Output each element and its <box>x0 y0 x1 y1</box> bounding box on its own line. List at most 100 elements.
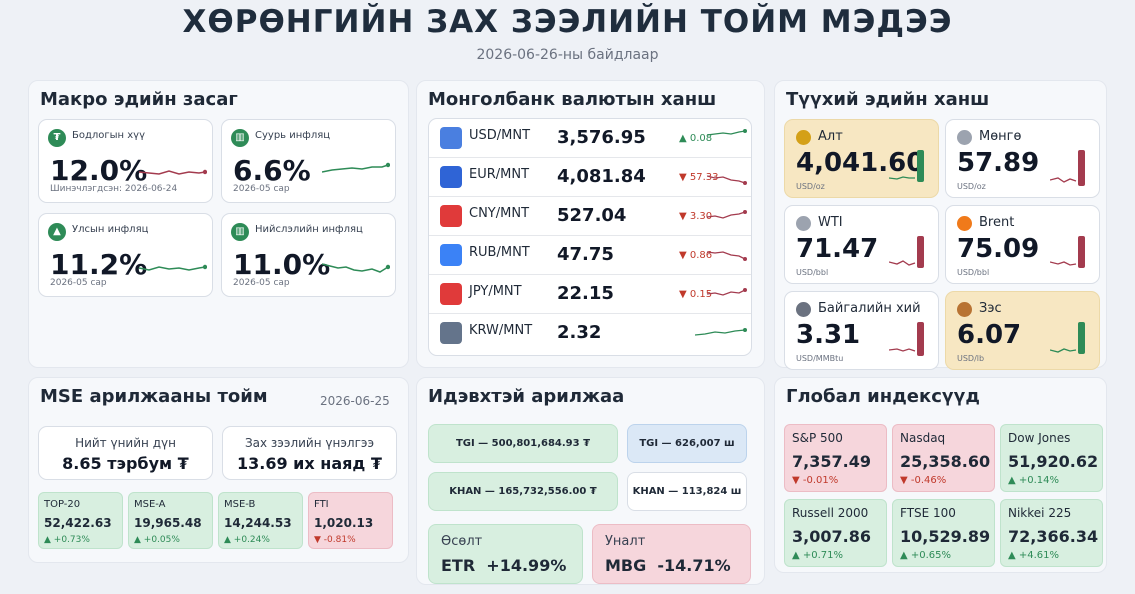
commodity-gold[interactable]: Алт 4,041.60 USD/oz <box>784 119 939 198</box>
index-name: Dow Jones <box>1008 431 1071 445</box>
commodity-copper[interactable]: Зэс 6.07 USD/lb <box>945 291 1100 370</box>
commodity-value: 57.89 <box>957 148 1040 178</box>
index-value: 72,366.34 <box>1008 527 1099 546</box>
natural-gas-sparkline <box>889 322 924 356</box>
macro-card-policy-rate[interactable]: ₮ Бодлогын хүү 12.0% Шинэчлэгдсэн: 2026-… <box>38 119 213 203</box>
eu-flag-icon <box>440 166 462 188</box>
commodity-wti[interactable]: WTI 71.47 USD/bbl <box>784 205 939 284</box>
macro-card-capital-inflation[interactable]: ▥ Нийслэлийн инфляц 11.0% 2026-05 сар <box>221 213 396 297</box>
mse-panel: MSE арилжааны тойм 2026-06-25 Нийт үнийн… <box>28 377 409 563</box>
commodities-panel: Түүхий эдийн ханш Алт 4,041.60 USD/oz Мө… <box>774 80 1107 370</box>
commodity-unit: USD/bbl <box>957 268 990 277</box>
index-change: ▲ +0.24% <box>224 535 270 545</box>
mse-index-fti[interactable]: FTI 1,020.13 ▼ -0.81% <box>308 492 393 549</box>
value-leader-1[interactable]: TGI — 500,801,684.93 ₮ <box>428 424 618 463</box>
macro-card-national-inflation[interactable]: ▲ Улсын инфляц 11.2% 2026-05 сар <box>38 213 213 297</box>
commodity-unit: USD/MMBtu <box>796 354 844 363</box>
commodity-name: WTI <box>818 215 843 230</box>
index-change: ▲ +0.71% <box>792 550 844 561</box>
commodity-value: 6.07 <box>957 320 1022 350</box>
commodity-silver[interactable]: Мөнгө 57.89 USD/oz <box>945 119 1100 198</box>
index-name: FTI <box>314 499 329 510</box>
fx-pair: EUR/MNT <box>469 167 530 182</box>
mse-index-top20[interactable]: TOP-20 52,422.63 ▲ +0.73% <box>38 492 123 549</box>
ru-flag-icon <box>440 244 462 266</box>
mse-index-mse-a[interactable]: MSE-A 19,965.48 ▲ +0.05% <box>128 492 213 549</box>
gold-icon <box>796 130 811 145</box>
fx-row-cny[interactable]: CNY/MNT 527.04 ▼ 3.30 <box>429 197 751 236</box>
fx-change: ▼ 0.86 <box>679 250 713 261</box>
brent-sparkline <box>1050 236 1085 268</box>
global-index-nasdaq[interactable]: Nasdaq 25,358.60 ▼ -0.46% <box>892 424 995 492</box>
fx-rate: 22.15 <box>557 283 614 304</box>
commodity-brent[interactable]: Brent 75.09 USD/bbl <box>945 205 1100 284</box>
global-index-sp500[interactable]: S&P 500 7,357.49 ▼ -0.01% <box>784 424 887 492</box>
copper-sparkline <box>1050 322 1085 354</box>
silver-sparkline <box>1050 150 1085 186</box>
index-name: S&P 500 <box>792 431 843 445</box>
fx-row-rub[interactable]: RUB/MNT 47.75 ▼ 0.86 <box>429 236 751 275</box>
capital-inflation-sparkline <box>322 263 390 273</box>
top-gainer-card[interactable]: Өсөлт ETR +14.99% <box>428 524 583 584</box>
global-index-ftse-100[interactable]: FTSE 100 10,529.89 ▲ +0.65% <box>892 499 995 567</box>
mse-index-mse-b[interactable]: MSE-B 14,244.53 ▲ +0.24% <box>218 492 303 549</box>
fx-row-usd[interactable]: USD/MNT 3,576.95 ▲ 0.08 <box>429 119 751 158</box>
volume-leader-2[interactable]: KHAN — 113,824 ш <box>627 472 747 511</box>
fx-pair: KRW/MNT <box>469 323 533 338</box>
jp-flag-icon <box>440 283 462 305</box>
index-name: Nikkei 225 <box>1008 506 1072 520</box>
chart-bar-icon: ▥ <box>231 129 249 147</box>
active-trading-panel: Идэвхтэй арилжаа TGI — 500,801,684.93 ₮ … <box>416 377 765 585</box>
value-leader-2[interactable]: KHAN — 165,732,556.00 ₮ <box>428 472 618 511</box>
jpy-sparkline <box>707 288 747 296</box>
commodity-name: Байгалийн хий <box>818 301 921 316</box>
oil-barrel-icon <box>796 216 811 231</box>
mse-panel-title: MSE арилжааны тойм <box>40 386 268 407</box>
global-index-russell-2000[interactable]: Russell 2000 3,007.86 ▲ +0.71% <box>784 499 887 567</box>
macro-card-subtext: 2026-05 сар <box>233 184 290 194</box>
commodity-name: Мөнгө <box>979 129 1022 144</box>
index-change: ▼ -0.81% <box>314 535 356 545</box>
commodity-value: 71.47 <box>796 234 879 264</box>
index-name: Russell 2000 <box>792 506 869 520</box>
commodity-unit: USD/lb <box>957 354 985 363</box>
gold-sparkline <box>889 150 924 182</box>
index-value: 1,020.13 <box>314 516 374 530</box>
fx-row-jpy[interactable]: JPY/MNT 22.15 ▼ 0.15 <box>429 275 751 314</box>
commodity-unit: USD/bbl <box>796 268 829 277</box>
index-value: 51,920.62 <box>1008 452 1099 471</box>
fx-table: USD/MNT 3,576.95 ▲ 0.08 EUR/MNT 4,081.84… <box>428 118 752 356</box>
national-inflation-sparkline <box>139 264 207 271</box>
loser-label: Уналт <box>605 534 646 549</box>
fx-rate: 47.75 <box>557 244 614 265</box>
fx-row-eur[interactable]: EUR/MNT 4,081.84 ▼ 57.33 <box>429 158 751 197</box>
kr-flag-icon <box>440 322 462 344</box>
fx-change: ▲ 0.08 <box>679 133 713 144</box>
commodity-natural-gas[interactable]: Байгалийн хий 3.31 USD/MMBtu <box>784 291 939 370</box>
macro-card-label: Суурь инфляц <box>255 130 331 141</box>
mse-turnover-box: Нийт үнийн дүн 8.65 тэрбум ₮ <box>38 426 213 480</box>
fx-pair: CNY/MNT <box>469 206 530 221</box>
macro-card-subtext: 2026-05 сар <box>233 278 290 288</box>
macro-card-value: 11.0% <box>233 248 331 281</box>
macro-card-label: Нийслэлийн инфляц <box>255 224 363 235</box>
fx-pair: JPY/MNT <box>469 284 522 299</box>
volume-leader-1[interactable]: TGI — 626,007 ш <box>627 424 747 463</box>
cny-sparkline <box>707 210 747 219</box>
copper-icon <box>957 302 972 317</box>
macro-card-core-inflation[interactable]: ▥ Суурь инфляц 6.6% 2026-05 сар <box>221 119 396 203</box>
eur-sparkline <box>707 175 747 185</box>
global-index-dow-jones[interactable]: Dow Jones 51,920.62 ▲ +0.14% <box>1000 424 1103 492</box>
turnover-value: 8.65 тэрбум ₮ <box>62 454 189 473</box>
macro-card-subtext: 2026-05 сар <box>50 278 107 288</box>
fx-row-krw[interactable]: KRW/MNT 2.32 <box>429 314 751 353</box>
global-index-nikkei-225[interactable]: Nikkei 225 72,366.34 ▲ +4.61% <box>1000 499 1103 567</box>
commodities-panel-title: Түүхий эдийн ханш <box>786 89 990 110</box>
index-change: ▼ -0.01% <box>792 475 839 486</box>
krw-sparkline <box>695 328 747 336</box>
top-loser-card[interactable]: Уналт MBG -14.71% <box>592 524 751 584</box>
index-name: Nasdaq <box>900 431 946 445</box>
index-change: ▲ +0.05% <box>134 535 180 545</box>
gas-flame-icon <box>796 302 811 317</box>
macro-card-value: 6.6% <box>233 154 311 187</box>
